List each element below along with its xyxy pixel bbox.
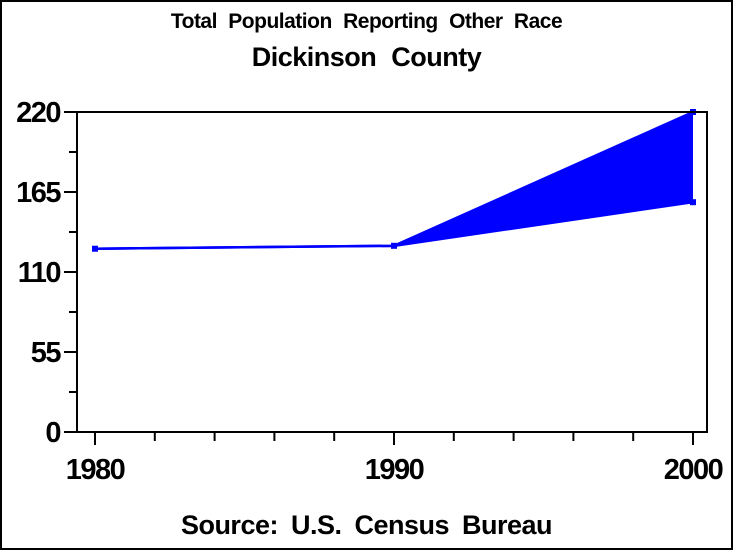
x-tick-label: 2000 xyxy=(664,454,723,486)
chart-subtitle: Dickinson County xyxy=(251,42,482,72)
data-point-marker xyxy=(690,199,696,206)
x-tick-label: 1980 xyxy=(66,454,125,486)
x-tick-label: 1990 xyxy=(365,454,424,486)
y-tick-label: 220 xyxy=(16,97,60,129)
y-tick-label: 165 xyxy=(16,177,61,209)
y-tick-label: 55 xyxy=(31,337,62,369)
y-tick-label: 110 xyxy=(18,257,61,289)
y-tick-label: 0 xyxy=(45,417,60,449)
source-caption: Source: U.S. Census Bureau xyxy=(180,510,553,540)
band-fill xyxy=(95,112,693,249)
data-point-marker xyxy=(391,242,397,249)
chart-title: Total Population Reporting Other Race xyxy=(170,10,563,33)
data-point-marker xyxy=(92,245,98,252)
